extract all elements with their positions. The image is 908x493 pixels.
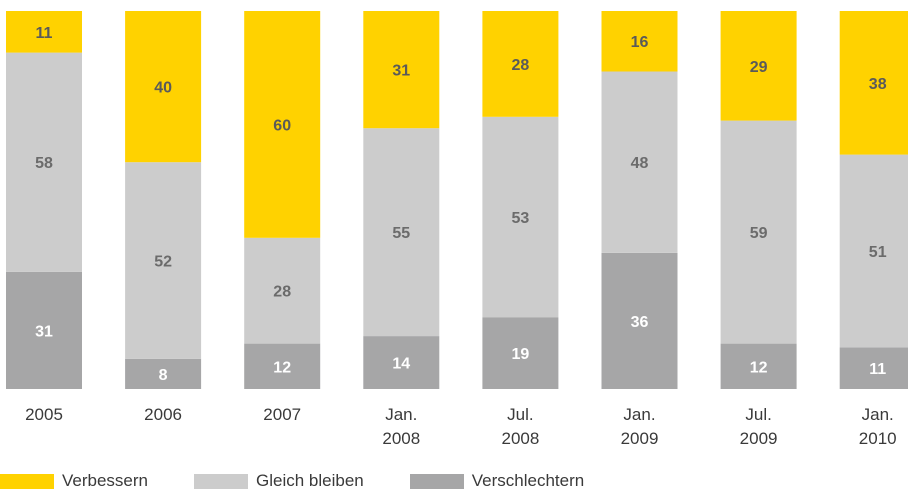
data-label-verbessern-jul-2008: 28	[512, 57, 530, 74]
data-label-verschlechtern-jul-2009: 12	[750, 359, 768, 376]
data-label-verschlechtern-jul-2008: 19	[512, 346, 530, 363]
bar-segment-verbessern-2005	[6, 11, 82, 53]
data-label-verbessern-jan-2009: 16	[631, 34, 649, 51]
bar-segment-verschlechtern-2006	[125, 358, 202, 389]
x-tick-label-jan-2009: Jan. 2009	[621, 405, 659, 448]
legend-swatch-verbessern	[0, 473, 54, 489]
bar-segment-verschlechtern-jan-2008	[363, 336, 440, 389]
data-label-verbessern-jan-2010: 38	[869, 76, 887, 93]
legend-item-verbessern: Verbessern	[0, 471, 148, 491]
legend-label-verschlechtern: Verschlechtern	[471, 471, 585, 490]
bar-segment-verbessern-2006	[125, 11, 202, 163]
data-label-gleich-bleiben-jan-2010: 51	[869, 244, 887, 261]
data-label-gleich-bleiben-jul-2008: 53	[512, 210, 530, 227]
legend-label-gleich-bleiben: Gleich bleiben	[256, 471, 364, 490]
bar-segment-verbessern-jul-2008	[482, 11, 559, 117]
data-label-gleich-bleiben-2006: 52	[154, 254, 172, 271]
bar-segment-gleich-bleiben-jul-2009	[720, 120, 797, 344]
legend-swatch-verschlechtern	[409, 473, 464, 489]
bars-group	[6, 11, 908, 389]
legend-label-verbessern: Verbessern	[62, 471, 148, 490]
data-label-gleich-bleiben-2007: 28	[273, 284, 291, 301]
data-label-verbessern-jul-2009: 29	[750, 59, 768, 76]
bar-segment-verbessern-jan-2009	[601, 11, 678, 72]
bar-segment-verschlechtern-jan-2009	[601, 252, 678, 389]
bar-segment-verbessern-jan-2008	[363, 11, 440, 129]
data-label-verschlechtern-jan-2009: 36	[631, 314, 649, 331]
bar-segment-gleich-bleiben-jan-2008	[363, 128, 440, 337]
bar-segment-verschlechtern-jan-2010	[839, 347, 908, 389]
bar-segment-gleich-bleiben-jan-2010	[839, 154, 908, 348]
data-label-gleich-bleiben-jul-2009: 59	[750, 225, 768, 242]
legend-item-verschlechtern: Verschlechtern	[409, 471, 585, 491]
bar-segment-verschlechtern-jul-2008	[482, 317, 559, 389]
bar-segment-gleich-bleiben-jan-2009	[601, 71, 678, 253]
data-label-verbessern-2006: 40	[154, 80, 172, 97]
data-label-verschlechtern-2007: 12	[273, 359, 291, 376]
data-label-verbessern-jan-2008: 31	[392, 63, 410, 80]
data-label-gleich-bleiben-jan-2009: 48	[631, 155, 649, 172]
bar-segment-verschlechtern-2005	[6, 271, 82, 389]
data-label-verschlechtern-2005: 31	[35, 323, 53, 340]
data-label-gleich-bleiben-2005: 58	[35, 155, 53, 172]
bar-segment-verschlechtern-2007	[244, 343, 321, 389]
bar-segment-gleich-bleiben-2006	[125, 162, 202, 359]
bar-segment-verbessern-2007	[244, 11, 321, 238]
data-label-verbessern-2005: 11	[36, 25, 53, 42]
bar-segment-gleich-bleiben-2007	[244, 237, 321, 344]
legend-item-gleich-bleiben: Gleich bleiben	[194, 471, 364, 491]
legend: Verbessern Gleich bleiben Verschlechtern	[0, 470, 630, 492]
data-label-verschlechtern-2006: 8	[159, 367, 168, 384]
bar-segment-gleich-bleiben-jul-2008	[482, 116, 559, 318]
x-axis-tick-labels: 2005 2006 2007 Jan. 2008 Jul. 2008 Jan. 2009 Jul.…	[25, 405, 897, 448]
data-label-verschlechtern-jan-2010: 11	[869, 361, 886, 378]
x-tick-label-jan-2008: Jan. 2008	[382, 405, 420, 448]
x-tick-label-jul-2009: Jul. 2009	[740, 405, 778, 448]
bar-segment-gleich-bleiben-2005	[6, 52, 82, 272]
x-tick-label-2006: 2006	[144, 405, 182, 424]
legend-swatch-gleich-bleiben	[194, 473, 248, 489]
data-label-gleich-bleiben-jan-2008: 55	[392, 225, 410, 242]
x-tick-label-jan-2010: Jan. 2010	[859, 405, 897, 448]
segment-labels-group: 31 58 11 8 52 40 12 28 60 14 55 31 19 53 28 36 48 16 12 59 2…	[35, 25, 887, 384]
bar-segment-verbessern-jan-2010	[839, 11, 908, 155]
bar-segment-verbessern-jul-2009	[720, 11, 797, 121]
bar-segment-verschlechtern-jul-2009	[720, 343, 797, 389]
data-label-verschlechtern-jan-2008: 14	[392, 356, 410, 373]
x-tick-label-jul-2008: Jul. 2008	[501, 405, 539, 448]
x-tick-label-2005: 2005	[25, 405, 63, 424]
data-label-verbessern-2007: 60	[273, 117, 291, 134]
x-tick-label-2007: 2007	[263, 405, 301, 424]
